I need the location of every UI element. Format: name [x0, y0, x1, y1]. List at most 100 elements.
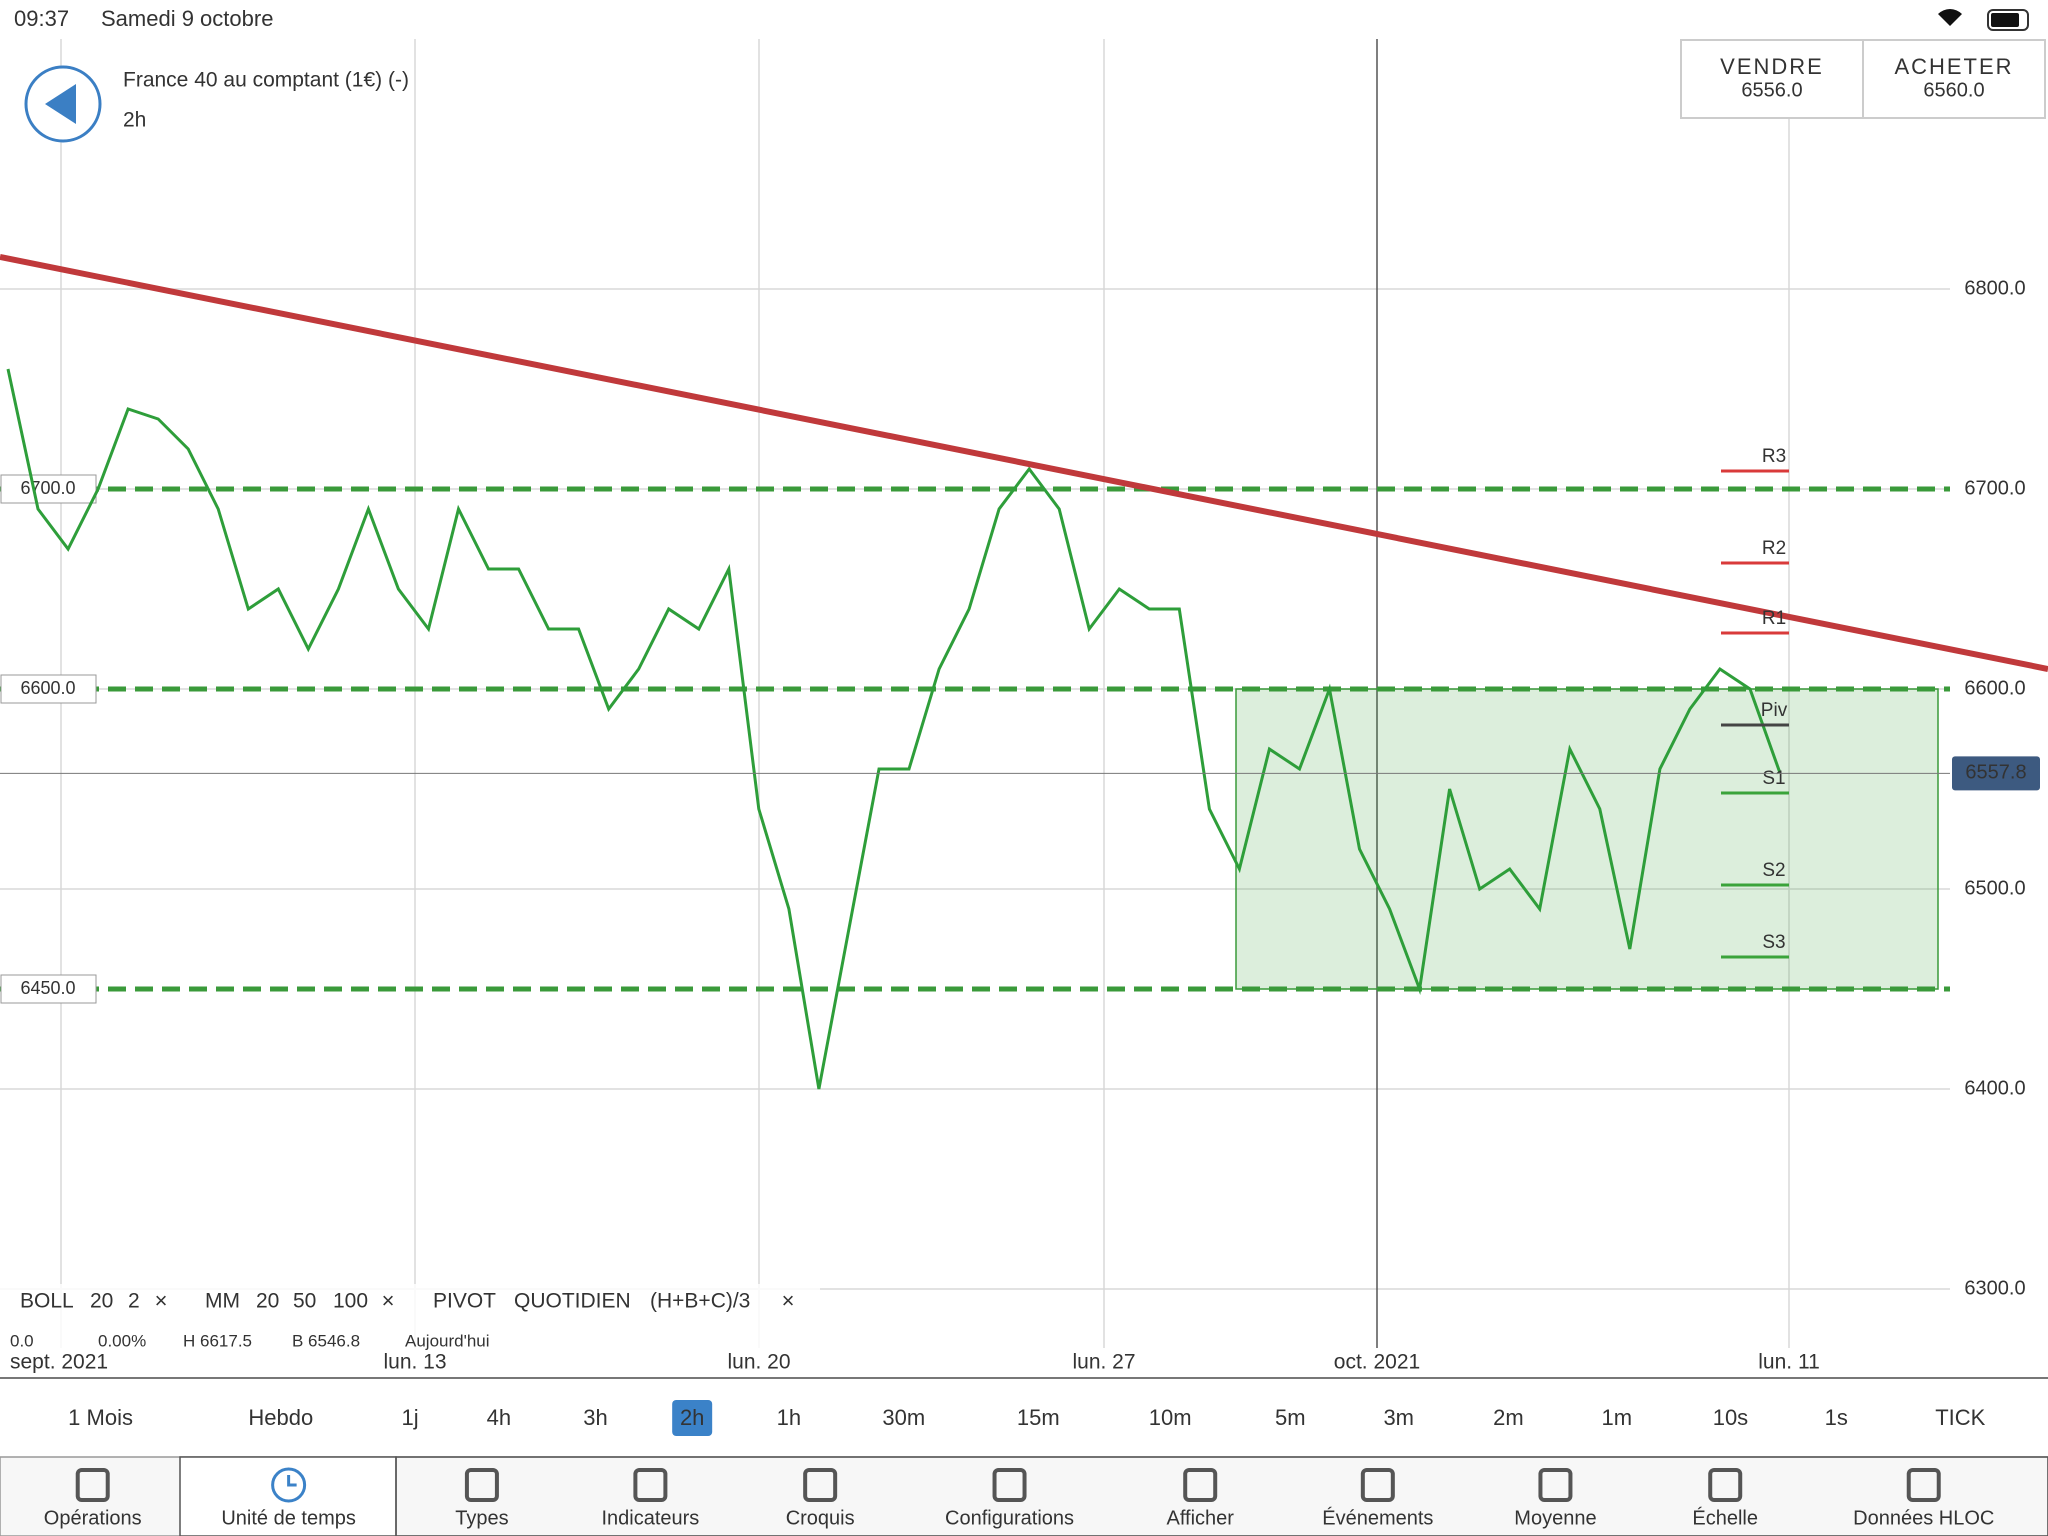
toolbar-group [395, 1456, 2048, 1536]
timeframe-option[interactable]: 1s [1825, 1405, 1848, 1430]
toolbar-icon [287, 1475, 297, 1487]
toolbar-button[interactable]: Événements [1322, 1506, 1433, 1529]
timeframe-option[interactable]: 1 Mois [68, 1405, 133, 1430]
indicator-mm: MM [205, 1290, 240, 1313]
level-label: 6700.0 [20, 478, 75, 498]
toolbar-icon [1708, 1468, 1743, 1502]
indicator-pivot: PIVOT [433, 1290, 496, 1313]
level-label-box [0, 674, 97, 704]
indicator-remove[interactable]: × [382, 1288, 395, 1313]
level-label: 6600.0 [20, 678, 75, 698]
y-tick-label: 6500.0 [1964, 877, 2025, 899]
indicator-pivot: QUOTIDIEN [514, 1290, 631, 1313]
toolbar-button[interactable]: Croquis [786, 1507, 855, 1529]
level-label: 6450.0 [20, 978, 75, 998]
indicator-readout: B 6546.8 [292, 1331, 360, 1350]
sell-button[interactable] [1680, 39, 1864, 119]
timeframe-option[interactable]: 2m [1493, 1405, 1524, 1430]
timeframe-option[interactable]: 3m [1383, 1405, 1414, 1430]
toolbar-group [179, 1456, 397, 1536]
pivot-label: S2 [1762, 860, 1785, 881]
pivot-label: R3 [1762, 446, 1786, 467]
toolbar-icon [992, 1468, 1027, 1502]
indicator-mm: 100 [333, 1290, 368, 1313]
toolbar-icon [75, 1468, 110, 1502]
timeframe-option[interactable]: 10m [1149, 1405, 1192, 1430]
timeframe-option[interactable]: 10s [1713, 1405, 1748, 1430]
sell-label: VENDRE [1720, 54, 1824, 79]
toolbar-button[interactable]: Indicateurs [601, 1507, 699, 1529]
toolbar-icon [1360, 1468, 1395, 1502]
x-tick-label: oct. 2021 [1334, 1351, 1420, 1374]
wifi-icon [1938, 9, 1962, 26]
toolbar-button[interactable]: Opérations [44, 1507, 142, 1529]
x-tick-label: lun. 11 [1758, 1351, 1820, 1374]
pivot-label: S1 [1762, 768, 1785, 789]
indicator-readout: Aujourd'hui [405, 1331, 490, 1350]
timeframe-option[interactable]: 4h [487, 1405, 511, 1430]
back-arrow [45, 84, 76, 124]
timeframe-option[interactable]: Hebdo [248, 1405, 313, 1430]
indicator-remove[interactable]: × [782, 1288, 795, 1313]
y-tick-label: 6400.0 [1964, 1077, 2025, 1099]
x-tick-label: lun. 27 [1072, 1351, 1135, 1374]
timeframe-option[interactable]: 5m [1275, 1405, 1306, 1430]
trendline [0, 254, 2048, 672]
toolbar-button[interactable]: Types [455, 1507, 508, 1529]
toolbar-icon [1906, 1468, 1941, 1502]
price-line [6, 368, 1782, 1090]
level-label-box [0, 474, 97, 504]
battery [1987, 9, 2029, 31]
y-tick-label: 6800.0 [1964, 277, 2025, 299]
buy-price: 6560.0 [1923, 79, 1984, 101]
x-axis-cover [0, 1348, 160, 1377]
indicator-mm: 20 [256, 1290, 279, 1313]
indicator-remove[interactable]: × [155, 1288, 168, 1313]
x-tick-label: lun. 13 [383, 1351, 446, 1374]
pivot-label: Piv [1761, 700, 1788, 721]
timeframe-selected [672, 1400, 713, 1436]
indicator-readout: H 6617.5 [183, 1331, 252, 1350]
pivot-label: S3 [1762, 932, 1785, 953]
range-box [1235, 688, 1939, 990]
status-time: 09:37 [14, 6, 69, 31]
last-price-box [1952, 756, 2040, 791]
timeframe-option[interactable]: 1h [777, 1405, 801, 1430]
toolbar-icon [803, 1468, 838, 1502]
toolbar-button[interactable]: Échelle [1692, 1506, 1758, 1529]
y-tick-label: 6300.0 [1964, 1277, 2025, 1299]
status-date: Samedi 9 octobre [101, 6, 273, 31]
timeframe-option[interactable]: TICK [1935, 1405, 1985, 1430]
timeframe-option[interactable]: 3h [583, 1405, 607, 1430]
timeframe-option[interactable]: 15m [1017, 1405, 1060, 1430]
toolbar-icon [271, 1467, 307, 1503]
timeframe-option[interactable]: 1m [1602, 1405, 1633, 1430]
pivot-label: R2 [1762, 538, 1786, 559]
indicator-readout: 0.0 [10, 1331, 34, 1350]
timeframe-option[interactable]: 2h [680, 1405, 704, 1430]
indicator-boll: 2 [128, 1290, 140, 1313]
toolbar-button[interactable]: Moyenne [1514, 1507, 1596, 1529]
toolbar-button[interactable]: Unité de temps [221, 1507, 356, 1529]
timeframe-option[interactable]: 30m [882, 1405, 925, 1430]
buy-button[interactable] [1862, 39, 2046, 119]
y-tick-label: 6600.0 [1964, 677, 2025, 699]
x-tick-label: lun. 20 [727, 1351, 790, 1374]
indicator-boll: BOLL [20, 1290, 74, 1313]
x-axis-bg [0, 1348, 2048, 1378]
indicator-readout: 0.00% [98, 1331, 146, 1350]
toolbar-button[interactable]: Données HLOC [1853, 1507, 1994, 1529]
level-label-box [0, 974, 97, 1004]
indicator-mm: 50 [293, 1290, 316, 1313]
timeframe-option[interactable]: 1j [402, 1405, 419, 1430]
battery-level [1991, 13, 2019, 27]
toolbar-icon [1538, 1468, 1573, 1502]
indicator-boll: 20 [90, 1290, 113, 1313]
pivot-label: R1 [1762, 608, 1786, 629]
sell-price: 6556.0 [1741, 79, 1802, 101]
instrument-name: France 40 au comptant (1€) (-) [123, 69, 409, 92]
toolbar-button[interactable]: Configurations [945, 1507, 1074, 1529]
toolbar-button[interactable]: Afficher [1166, 1507, 1234, 1529]
